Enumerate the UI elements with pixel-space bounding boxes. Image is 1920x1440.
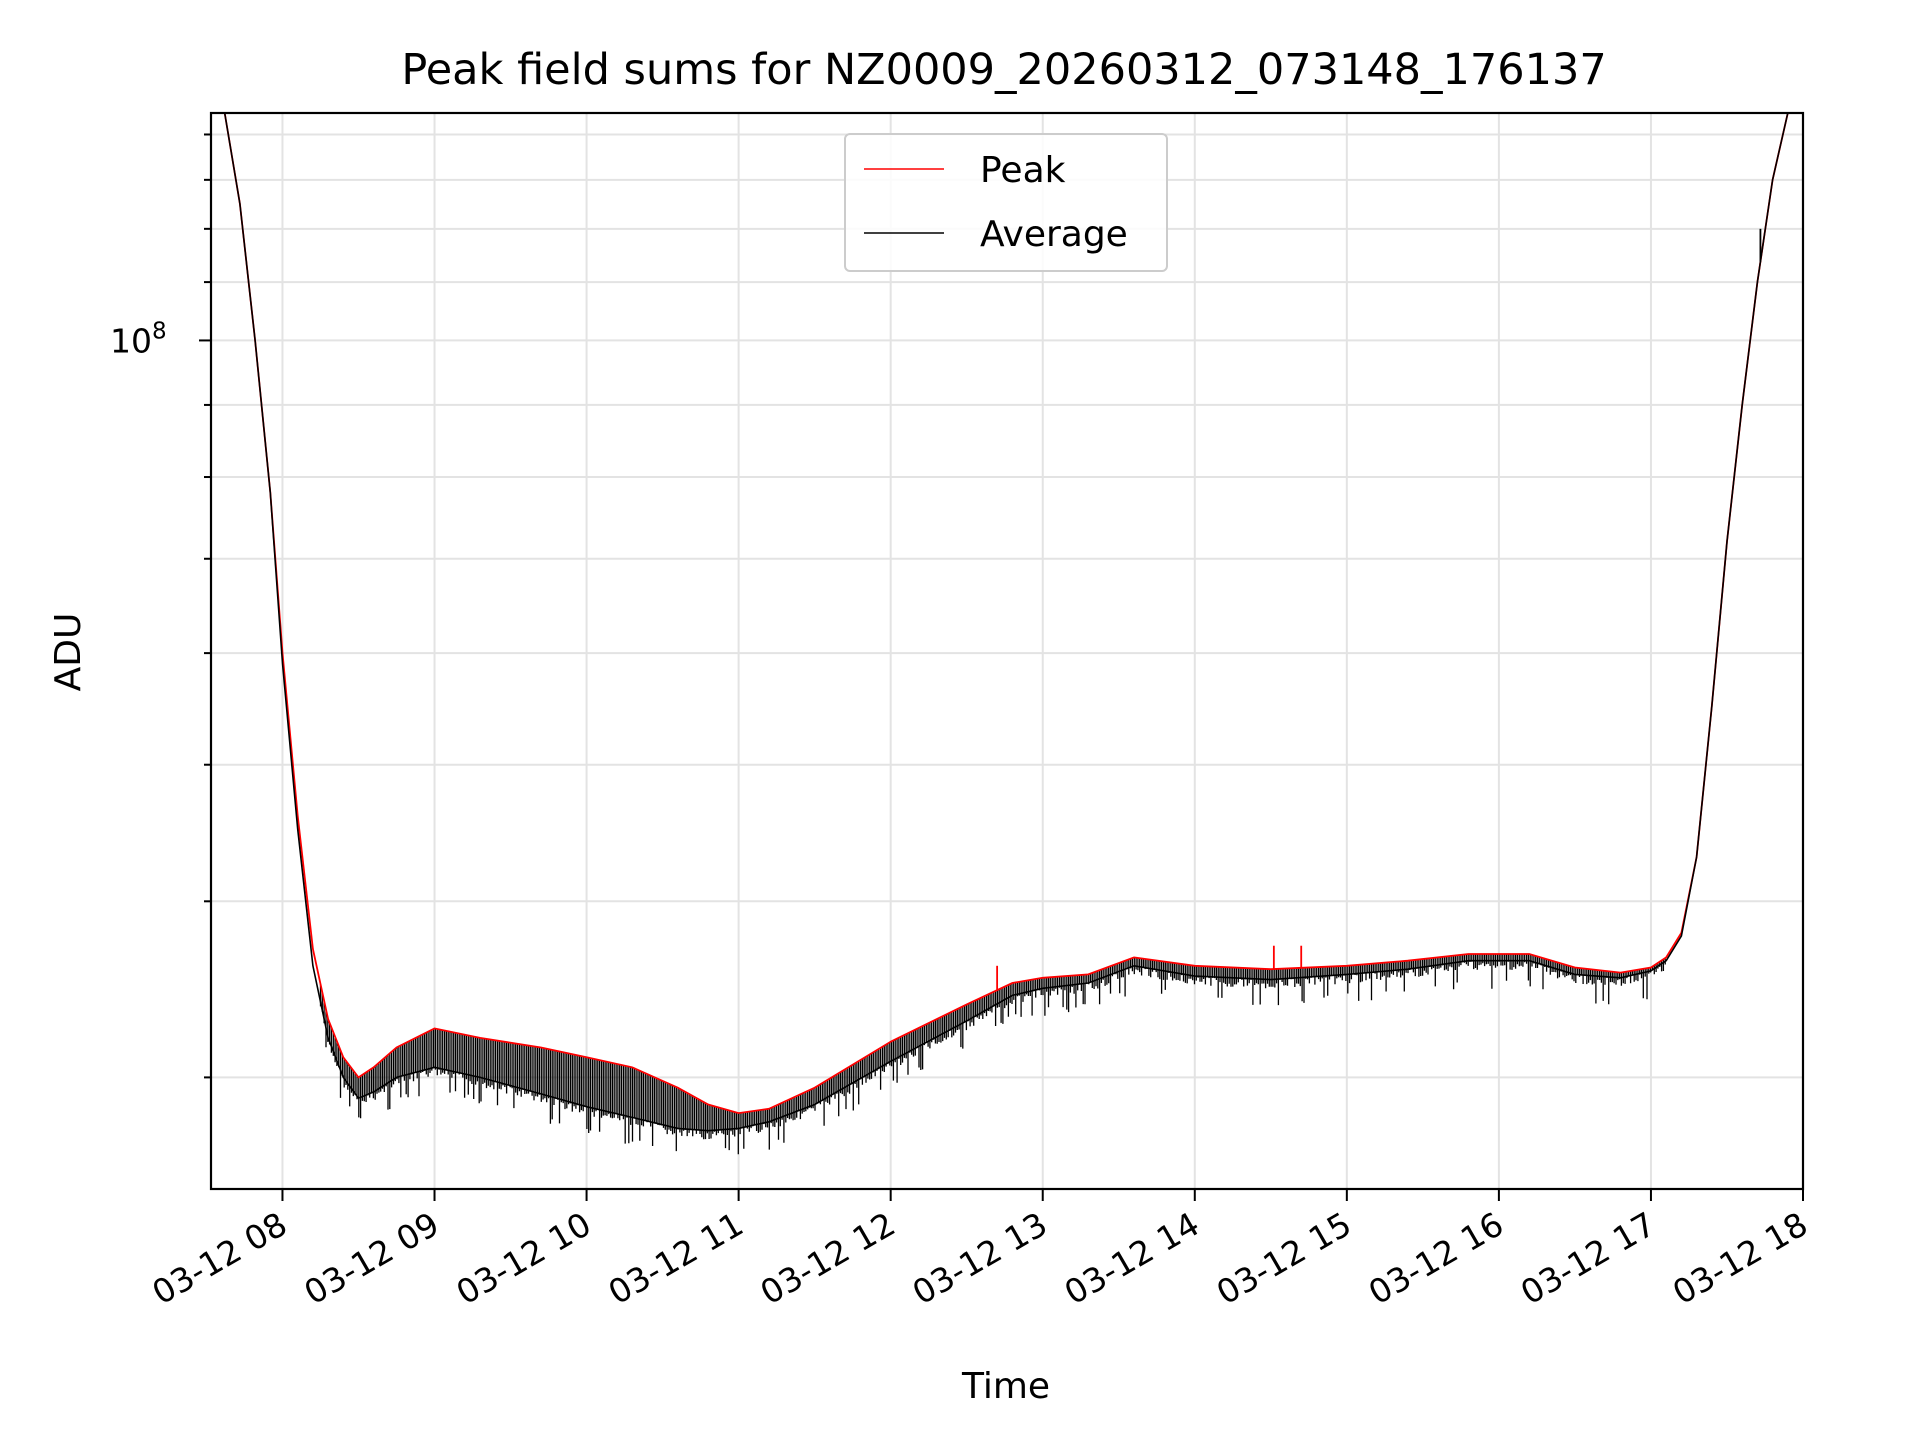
y-tick-base: 10 (110, 321, 152, 360)
legend: Peak Average (844, 133, 1168, 272)
y-tick-label: 108 (110, 318, 167, 360)
plot-area (214, 112, 1803, 1155)
legend-label-peak: Peak (980, 150, 1066, 191)
legend-label-average: Average (980, 214, 1128, 255)
chart-title: Peak field sums for NZ0009_20260312_0731… (401, 45, 1606, 95)
x-axis-label: Time (961, 1366, 1050, 1407)
series-average-line (214, 112, 1803, 1132)
y-tick-exponent: 8 (152, 318, 167, 344)
average-noise (319, 954, 1666, 1155)
y-axis: 108 (110, 133, 211, 1079)
y-axis-label: ADU (48, 613, 89, 692)
axes-frame (209, 111, 1805, 1191)
